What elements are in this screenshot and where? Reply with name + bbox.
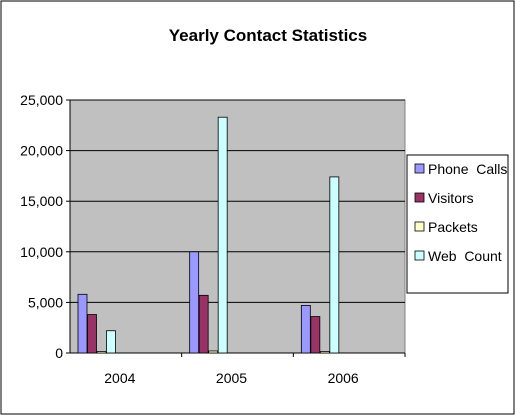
y-tick-label: 5,000 — [28, 294, 63, 310]
y-tick-label: 0 — [55, 345, 63, 361]
bar — [77, 293, 88, 354]
legend-swatch — [414, 221, 425, 232]
bar — [217, 116, 228, 354]
bar — [106, 330, 116, 354]
legend-swatch — [414, 250, 425, 261]
legend-label: Phone Calls — [428, 161, 507, 177]
x-tick-label: 2005 — [216, 370, 247, 386]
legend-label: Packets — [428, 219, 478, 235]
y-tick-label: 25,000 — [20, 92, 63, 108]
legend-label: Visitors — [428, 190, 474, 206]
x-tick-label: 2004 — [104, 370, 135, 386]
bar — [310, 316, 321, 354]
bar — [300, 305, 311, 354]
bar — [329, 176, 340, 354]
legend-label: Web Count — [428, 248, 502, 264]
bar — [198, 294, 209, 354]
plot-background — [69, 99, 406, 354]
y-tick-label: 10,000 — [20, 244, 63, 260]
bar — [208, 350, 219, 354]
y-tick-label: 20,000 — [20, 143, 63, 159]
y-tick-label: 15,000 — [20, 193, 63, 209]
bar — [96, 351, 107, 354]
bar — [189, 251, 200, 354]
x-tick-label: 2006 — [328, 370, 359, 386]
bar — [87, 314, 97, 354]
chart-title: Yearly Contact Statistics — [169, 26, 367, 45]
legend: Phone Calls Visitors Packets Web Count — [406, 154, 509, 294]
plot-area: 0 5,000 10,000 15,000 20,000 25,000 2004 2005 20… — [20, 92, 406, 386]
bar — [319, 351, 330, 354]
legend-swatch — [414, 192, 425, 203]
legend-swatch — [414, 163, 425, 174]
